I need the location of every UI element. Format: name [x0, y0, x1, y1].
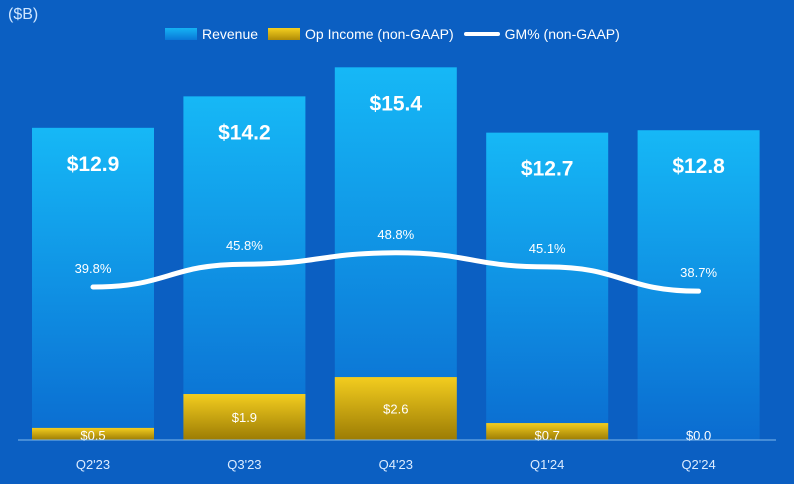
gm-value-label: 45.1%	[529, 241, 566, 256]
op-income-value-label: $2.6	[383, 402, 408, 417]
revenue-value-label: $12.9	[67, 153, 120, 176]
op-income-bar	[334, 377, 457, 440]
revenue-value-label: $15.4	[370, 92, 423, 115]
legend-gm: GM% (non-GAAP)	[463, 26, 620, 42]
x-tick-label: Q4'23	[379, 457, 413, 472]
x-tick-label: Q2'24	[681, 457, 715, 472]
op-income-value-label: $0.7	[535, 428, 560, 443]
op-income-value-label: $0.5	[80, 428, 105, 443]
legend-revenue-swatch	[165, 28, 197, 40]
x-tick-label: Q1'24	[530, 457, 564, 472]
legend-gm-swatch	[463, 32, 500, 36]
op-income-value-label: $0.0	[686, 428, 711, 443]
op-income-value-label: $1.9	[232, 410, 257, 425]
revenue-bar	[637, 130, 760, 441]
legend-op-income-swatch	[268, 28, 301, 40]
op-income-bar	[32, 427, 154, 440]
op-income-bar	[486, 423, 609, 440]
x-tick-label: Q2'23	[76, 457, 110, 472]
gm-value-label: 48.8%	[377, 227, 414, 242]
legend-op-income: Op Income (non-GAAP)	[268, 26, 454, 42]
gm-value-label: 45.8%	[226, 238, 263, 253]
op-income-bar	[183, 394, 306, 440]
legend-revenue: Revenue	[165, 26, 258, 42]
revenue-value-label: $12.8	[672, 155, 725, 178]
unit-label: ($B)	[8, 6, 39, 23]
legend-gm-label: GM% (non-GAAP)	[504, 26, 620, 42]
legend-revenue-label: Revenue	[202, 26, 259, 42]
revenue-value-label: $12.7	[521, 158, 574, 181]
legend: Revenue Op Income (non-GAAP) GM% (non-GA…	[165, 26, 620, 42]
gm-value-label: 39.8%	[75, 261, 112, 276]
revenue-bar	[486, 132, 609, 440]
gm-value-label: 38.7%	[680, 265, 717, 280]
x-tick-label: Q3'23	[227, 457, 261, 472]
legend-op-income-label: Op Income (non-GAAP)	[305, 26, 454, 42]
revenue-value-label: $14.2	[218, 121, 271, 144]
